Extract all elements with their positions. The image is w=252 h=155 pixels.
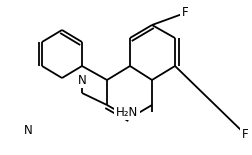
Text: N: N <box>24 124 32 137</box>
Text: H₂N: H₂N <box>116 106 138 119</box>
Text: N: N <box>78 73 86 86</box>
Text: F: F <box>242 128 248 140</box>
Text: F: F <box>182 7 188 20</box>
